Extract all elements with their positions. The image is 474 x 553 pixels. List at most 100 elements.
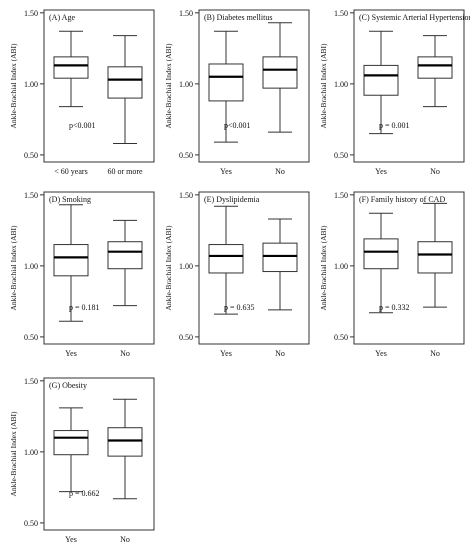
boxplot-chart: (F) Family history of CAD 0.50 1.00 1.50 Ank… [319,191,465,358]
iqr-box [107,241,143,270]
y-tick-label: 1.50 [334,9,348,18]
iqr-box [208,63,244,102]
box-no [262,218,298,311]
y-axis-label: Ankle-Brachial Index (ABI) [164,225,173,310]
x-tick-label: No [120,349,130,358]
plot-frame [198,9,310,163]
x-tick-label: No [275,167,285,176]
box-yes [363,212,399,314]
boxplot-chart: (G) Obesity 0.50 1.00 1.50 Ankle-Brachial In… [9,377,155,544]
boxplot-chart: (A) Age 0.50 1.00 1.50 Ankle-Brachial Index … [9,9,155,176]
boxplot-chart: (B) Diabetes mellitus 0.50 1.00 1.50 Ankle-B… [164,9,310,176]
box-60-or-more [107,35,143,145]
panel-d: (D) Smoking 0.50 1.00 1.50 Ankle-Brachial In… [4,184,160,367]
p-value-label: p = 0.662 [69,489,100,498]
boxplot-chart: (E) Dyslipidemia 0.50 1.00 1.50 Ankle-Brachi… [164,191,310,358]
iqr-box [363,64,399,96]
y-axis-label: Ankle-Brachial Index (ABI) [9,43,18,128]
panel-title: (F) Family history of CAD [359,195,445,204]
box-yes [208,30,244,143]
y-tick-label: 1.50 [179,9,193,18]
y-tick-label: 1.00 [334,80,348,89]
panel-b: (B) Diabetes mellitus 0.50 1.00 1.50 Ankle-B… [159,2,315,185]
x-tick-label: No [120,535,130,544]
y-tick-label: 1.00 [24,262,38,271]
iqr-box [53,56,89,79]
plot-frame [43,377,155,531]
p-value-label: p = 0.635 [224,303,255,312]
box-yes [363,30,399,135]
x-tick-label: Yes [65,535,77,544]
y-tick-label: 0.50 [24,333,38,342]
box-no [262,22,298,133]
iqr-box [417,56,453,79]
x-tick-label: Yes [220,167,232,176]
panel-g: (G) Obesity 0.50 1.00 1.50 Ankle-Brachial In… [4,370,160,553]
y-tick-label: 1.00 [24,448,38,457]
box-yes [53,407,89,493]
x-tick-label: Yes [375,349,387,358]
x-tick-label: Yes [220,349,232,358]
plot-frame [43,191,155,345]
iqr-box [262,56,298,89]
plot-frame [353,9,465,163]
p-value-label: p<0.001 [224,121,251,130]
p-value-label: p = 0.001 [379,121,410,130]
iqr-box [363,238,399,270]
box-no [107,219,143,307]
x-tick-label: 60 or more [107,167,143,176]
y-tick-label: 0.50 [179,333,193,342]
x-tick-label: Yes [375,167,387,176]
y-axis-label: Ankle-Brachial Index (ABI) [9,225,18,310]
y-axis-label: Ankle-Brachial Index (ABI) [319,43,328,128]
y-tick-label: 1.50 [334,191,348,200]
panel-a: (A) Age 0.50 1.00 1.50 Ankle-Brachial Index … [4,2,160,185]
y-tick-label: 0.50 [24,519,38,528]
panel-title: (E) Dyslipidemia [204,195,260,204]
y-axis-label: Ankle-Brachial Index (ABI) [164,43,173,128]
plot-frame [43,9,155,163]
p-value-label: p = 0.332 [379,303,410,312]
x-tick-label: No [430,349,440,358]
y-tick-label: 1.50 [179,191,193,200]
y-axis-label: Ankle-Brachial Index (ABI) [319,225,328,310]
y-tick-label: 0.50 [24,151,38,160]
y-axis-label: Ankle-Brachial Index (ABI) [9,411,18,496]
iqr-box [107,427,143,457]
iqr-box [53,244,89,277]
box-yes [208,205,244,315]
plot-frame [353,191,465,345]
y-tick-label: 1.50 [24,377,38,386]
p-value-label: p = 0.181 [69,303,100,312]
panel-title: (C) Systemic Arterial Hypertension [359,13,470,22]
box-no [107,398,143,500]
box-no [417,35,453,108]
y-tick-label: 1.00 [334,262,348,271]
y-tick-label: 1.00 [24,80,38,89]
y-tick-label: 1.50 [24,9,38,18]
boxplot-chart: (D) Smoking 0.50 1.00 1.50 Ankle-Brachial In… [9,191,155,358]
y-tick-label: 1.00 [179,80,193,89]
p-value-label: p<0.001 [69,121,96,130]
iqr-box [417,241,453,274]
y-tick-label: 0.50 [334,333,348,342]
panel-title: (B) Diabetes mellitus [204,13,272,22]
box-60-years [53,30,89,108]
y-tick-label: 0.50 [334,151,348,160]
box-yes [53,204,89,322]
x-tick-label: No [430,167,440,176]
box-no [417,202,453,308]
x-tick-label: No [275,349,285,358]
iqr-box [262,242,298,273]
panel-e: (E) Dyslipidemia 0.50 1.00 1.50 Ankle-Brachi… [159,184,315,367]
iqr-box [107,66,143,99]
iqr-box [53,430,89,456]
x-tick-label: < 60 years [54,167,87,176]
x-tick-label: Yes [65,349,77,358]
panel-f: (F) Family history of CAD 0.50 1.00 1.50 Ank… [314,184,470,367]
panel-title: (A) Age [49,13,75,22]
panel-title: (G) Obesity [49,381,87,390]
panel-c: (C) Systemic Arterial Hypertension 0.50 1.… [314,2,473,185]
panel-title: (D) Smoking [49,195,91,204]
boxplot-chart: (C) Systemic Arterial Hypertension 0.50 1.… [319,9,473,176]
